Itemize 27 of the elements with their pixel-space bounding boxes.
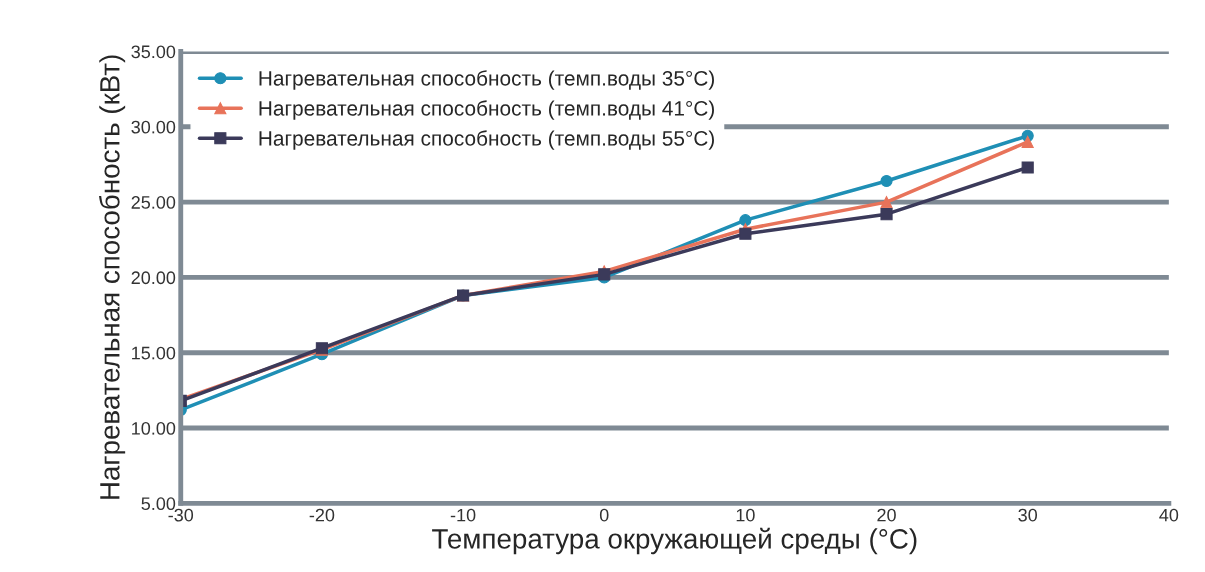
point: [739, 214, 752, 227]
legend-label: Нагревательная способность (темп.воды 41°C): [259, 100, 714, 120]
x-tick-label: -20: [309, 508, 335, 522]
x-tick-label: 20: [877, 508, 896, 522]
x-tick-label: -30: [168, 508, 194, 522]
x-axis-title: Температура окружающей среды (°C): [432, 527, 917, 555]
legend-label: Нагревательная способность (темп.воды 55°C): [259, 130, 714, 150]
y-tick-label: 20.00: [131, 271, 176, 285]
point: [739, 227, 752, 240]
legend-label: Нагревательная способность (темп.воды 35°C): [259, 70, 714, 90]
point: [1021, 135, 1034, 148]
point: [880, 208, 893, 221]
x-tick-label: 40: [1159, 508, 1179, 522]
point: [880, 174, 893, 188]
x-tick-label: 0: [599, 508, 609, 522]
x-tick-label: 30: [1018, 508, 1038, 522]
x-tick-label: 10: [736, 508, 755, 522]
y-tick-label: 30.00: [131, 120, 176, 134]
y-tick-label: 10.00: [132, 421, 176, 435]
y-tick-label: 5.00: [141, 497, 176, 511]
y-tick-label: 35.00: [131, 45, 176, 59]
y-tick-label: 25.00: [131, 196, 176, 209]
point: [880, 196, 893, 209]
x-tick-label: -10: [450, 508, 476, 522]
y-axis-title: Нагревательная способность (кВт): [99, 55, 126, 499]
point: [1021, 161, 1034, 174]
y-tick-label: 15.00: [132, 346, 176, 360]
